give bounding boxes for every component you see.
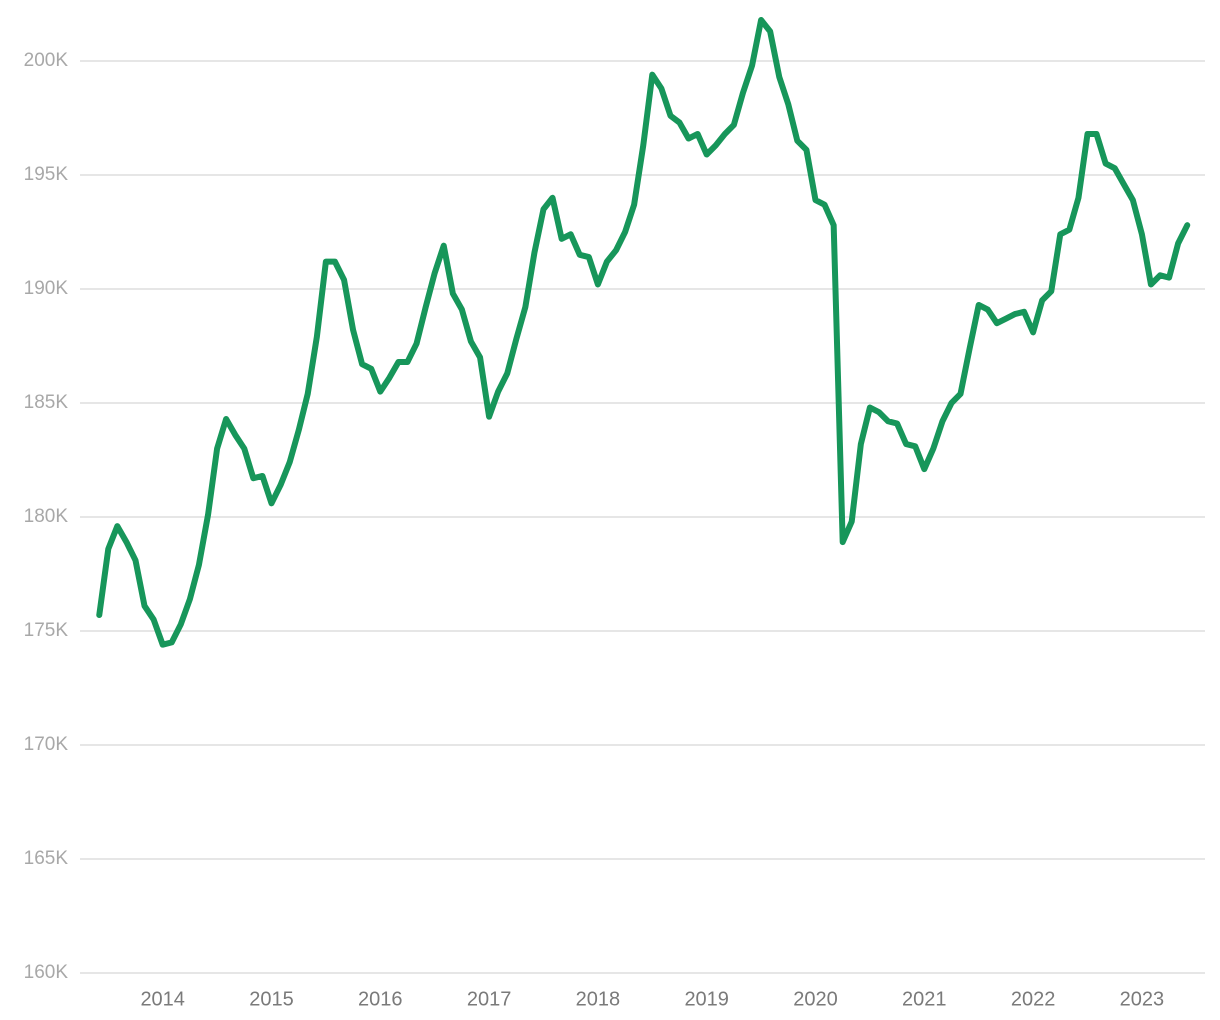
x-tick-label: 2022 xyxy=(1011,988,1056,1010)
x-tick-label: 2019 xyxy=(684,988,729,1010)
y-tick-label: 170K xyxy=(24,734,69,755)
data-line xyxy=(96,16,1191,648)
y-tick-label: 175K xyxy=(24,620,69,641)
x-tick-label: 2017 xyxy=(467,988,512,1010)
x-tick-label: 2015 xyxy=(249,988,294,1010)
y-tick-label: 180K xyxy=(24,506,69,527)
y-tick-label: 165K xyxy=(24,848,69,869)
x-tick-label: 2018 xyxy=(576,988,621,1010)
y-tick-label: 160K xyxy=(24,962,69,983)
x-tick-label: 2016 xyxy=(358,988,403,1010)
x-tick-label: 2021 xyxy=(902,988,947,1010)
y-tick-label: 195K xyxy=(24,164,69,185)
y-tick-label: 185K xyxy=(24,392,69,413)
x-tick-label: 2020 xyxy=(793,988,838,1010)
x-tick-label: 2014 xyxy=(140,988,185,1010)
x-tick-label: 2023 xyxy=(1120,988,1165,1010)
y-tick-label: 190K xyxy=(24,278,69,299)
y-tick-label: 200K xyxy=(24,50,69,71)
